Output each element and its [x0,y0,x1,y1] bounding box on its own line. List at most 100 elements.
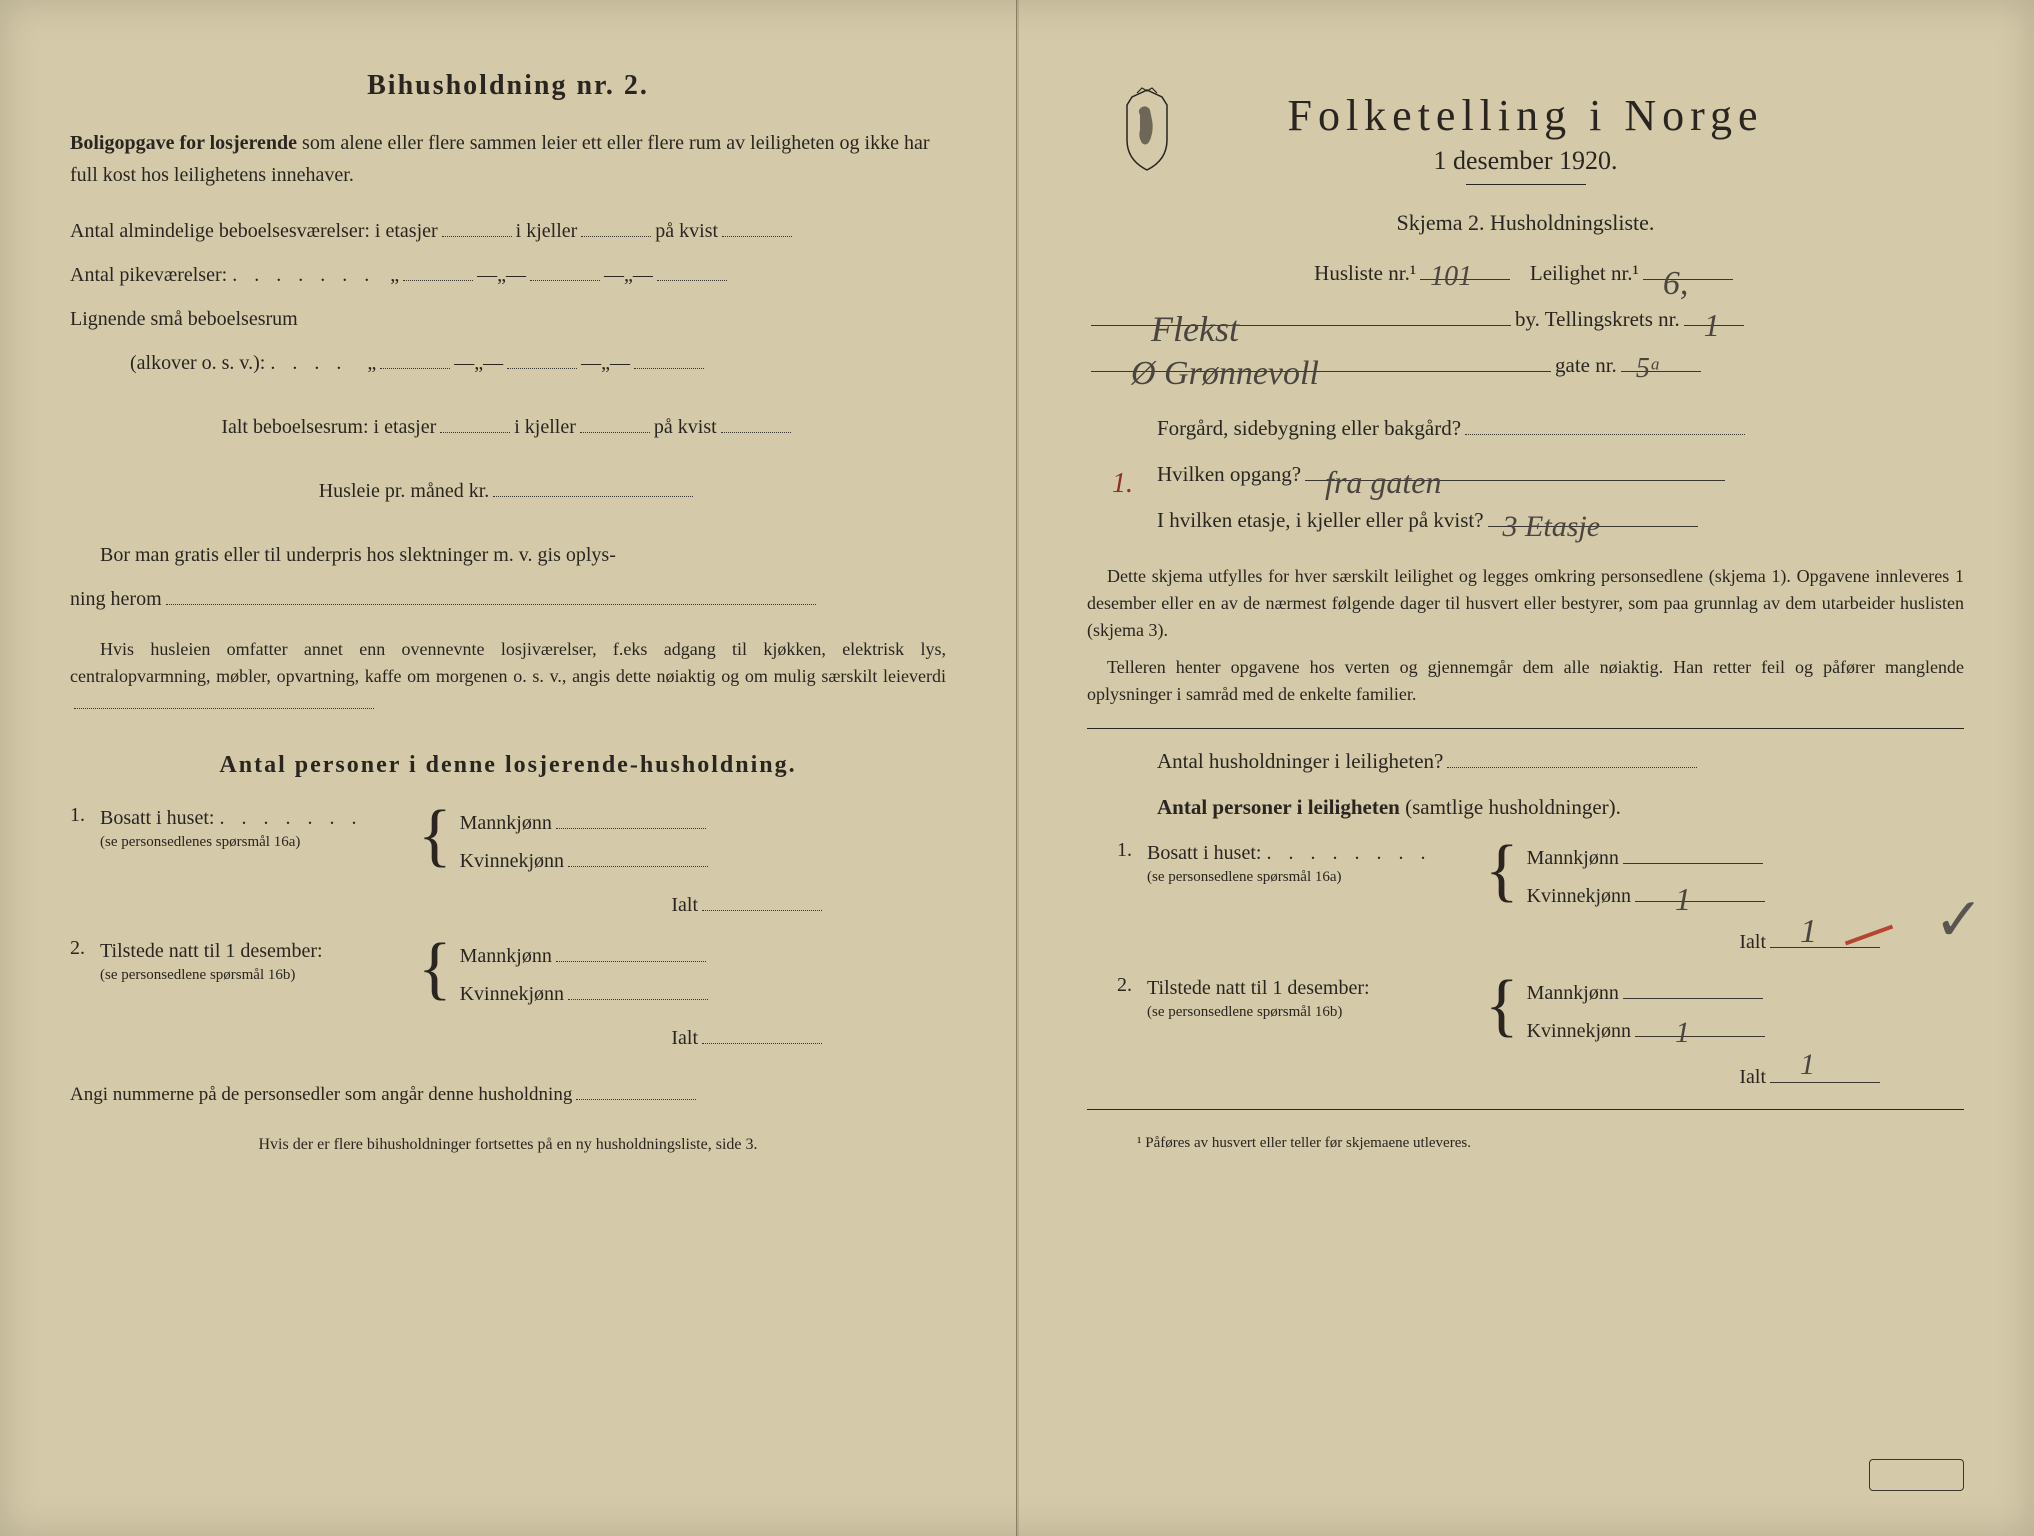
q1-label-block: Bosatt i huset: . . . . . . . (se person… [100,804,410,853]
by-row: Flekst by. Tellingskrets nr. 1 [1087,297,1964,341]
by-field: Flekst [1091,302,1511,326]
left-q1-row: 1. Bosatt i huset: . . . . . . . (se per… [70,804,946,880]
gender-block: Mannkjønn Kvinnekjønn1 [1527,974,1769,1050]
intro-bold: Boligopgave for losjerende [70,132,297,154]
blank [556,941,706,962]
husliste-row: Husliste nr.¹ 101 Leilighet nr.¹ 6, [1087,251,1964,295]
antal-pers-paren: (samtlige husholdninger). [1405,785,1621,829]
kvinne-field: 1 [1635,1014,1765,1037]
kvinne-label: Kvinnekjønn [460,983,564,1005]
divider [1087,728,1964,729]
antal-pers-label: Antal personer i leiligheten [1157,785,1400,829]
kvist-label: på kvist [655,220,718,242]
q2-label-block: Tilstede natt til 1 desember: (se person… [100,937,410,986]
blank [568,979,708,1000]
lignende-line1: Lignende små beboelsesrum [70,297,946,341]
blank [1447,746,1697,768]
alkover-label: (alkover o. s. v.): [130,352,265,374]
divider [1466,184,1586,185]
blank [556,808,706,829]
q1-label-block: Bosatt i huset: . . . . . . . . (se pers… [1147,839,1477,888]
right-subtitle: 1 desember 1920. [1087,146,1964,176]
ialt-label: Ialt [671,894,698,916]
kvinne-label: Kvinnekjønn [460,850,564,872]
blank [576,1080,696,1100]
forgard-row: Forgård, sidebygning eller bakgård? [1157,406,1964,450]
right-ialt2: Ialt1 [1087,1060,1964,1089]
gatenr-value: 5ᵃ [1636,340,1661,399]
ialt-label: Ialt [1739,931,1766,953]
right-footnote: ¹ Påføres av husvert eller teller før sk… [1087,1135,1964,1152]
kvinne-label: Kvinnekjønn [1527,885,1631,907]
blank [657,260,727,281]
q2-label: Tilstede natt til 1 desember: [1147,977,1370,999]
etasje-field: 3 Etasje [1488,503,1698,527]
ialt-field: 1 [1770,1060,1880,1083]
dots: . . . . . . . [232,264,375,286]
right-page: Folketelling i Norge 1 desember 1920. Sk… [1017,0,2034,1536]
by-label: by. Tellingskrets nr. [1515,297,1680,341]
opgang-label: Hvilken opgang? [1157,452,1301,496]
right-ialt1: Ialt1 ✓ [1087,925,1964,954]
opgang-prefix: 1. [1112,455,1133,514]
gratis-line1: Bor man gratis eller til underpris hos s… [70,533,946,577]
q2-num: 2. [70,937,100,960]
kvinne-value1: 1 [1675,869,1691,930]
blank [702,890,822,911]
kvinne-value2: 1 [1675,1004,1690,1061]
brace-icon: { [1485,974,1519,1037]
husliste-field: 101 [1420,256,1510,280]
q2-label: Tilstede natt til 1 desember: [100,940,323,962]
antal-pers-row: Antal personer i leiligheten (samtlige h… [1157,785,1964,829]
opgang-value: fra gaten [1325,449,1441,516]
rooms-label: Antal almindelige beboelsesværelser: i e… [70,220,438,242]
mann-label: Mannkjønn [1527,847,1619,869]
note-husleie: Hvis husleien omfatter annet enn ovennev… [70,636,946,717]
blank [1465,413,1745,435]
gender-block: Mannkjønn Kvinnekjønn1 [1527,839,1769,915]
ialt-label: Ialt [671,1027,698,1049]
brace-icon: { [418,804,452,867]
q1-num: 1. [70,804,100,827]
mann-field [1623,841,1763,864]
gate-value: Ø Grønnevoll [1131,338,1319,409]
printer-stamp [1869,1459,1964,1491]
pike-label: Antal pikeværelser: [70,264,227,286]
husleie-line: Husleie pr. måned kr. [70,469,946,513]
mann-field [1623,976,1763,999]
husliste-label: Husliste nr.¹ [1314,251,1416,295]
blank [581,216,651,237]
blank [74,690,374,709]
left-ialt2: Ialt [70,1023,946,1050]
etasje-row: I hvilken etasje, i kjeller eller på kvi… [1157,498,1964,542]
forgard-label: Forgård, sidebygning eller bakgård? [1157,406,1461,450]
q1-sub: (se personsedlenes spørsmål 16a) [100,832,410,853]
instructions-1: Dette skjema utfylles for hver særskilt … [1087,563,1964,644]
gate-label: gate nr. [1555,343,1617,387]
mann-label: Mannkjønn [460,945,552,967]
kvist-label2: på kvist [654,416,717,438]
blank [580,412,650,433]
note-text: Hvis husleien omfatter annet enn ovennev… [70,639,946,686]
gender-block: Mannkjønn Kvinnekjønn [460,804,712,880]
right-q2-row: 2. Tilstede natt til 1 desember: (se per… [1117,974,1964,1050]
q2-num: 2. [1117,974,1147,997]
blank [634,348,704,369]
right-q1-row: 1. Bosatt i huset: . . . . . . . . (se p… [1117,839,1964,915]
blank [702,1023,822,1044]
etasje-value: 3 Etasje [1503,495,1601,558]
rooms-line: Antal almindelige beboelsesværelser: i e… [70,209,946,253]
angi-line: Angi nummerne på de personsedler som ang… [70,1080,946,1106]
instructions-2: Telleren henter opgavene hos verten og g… [1087,654,1964,708]
ialt-rooms-label: Ialt beboelsesrum: i etasjer [221,416,436,438]
opgang-field: fra gaten [1305,457,1725,481]
blank [403,260,473,281]
q1-label: Bosatt i huset: [1147,842,1261,864]
left-footnote: Hvis der er flere bihusholdninger fortse… [70,1136,946,1154]
divider [1087,1109,1964,1110]
dots: . . . . . . . . [1266,842,1431,864]
ialt-value2: 1 [1800,1048,1815,1082]
krets-value: 1 [1704,292,1720,359]
ialt-label: Ialt [1739,1066,1766,1088]
dots: . . . . [270,352,347,374]
